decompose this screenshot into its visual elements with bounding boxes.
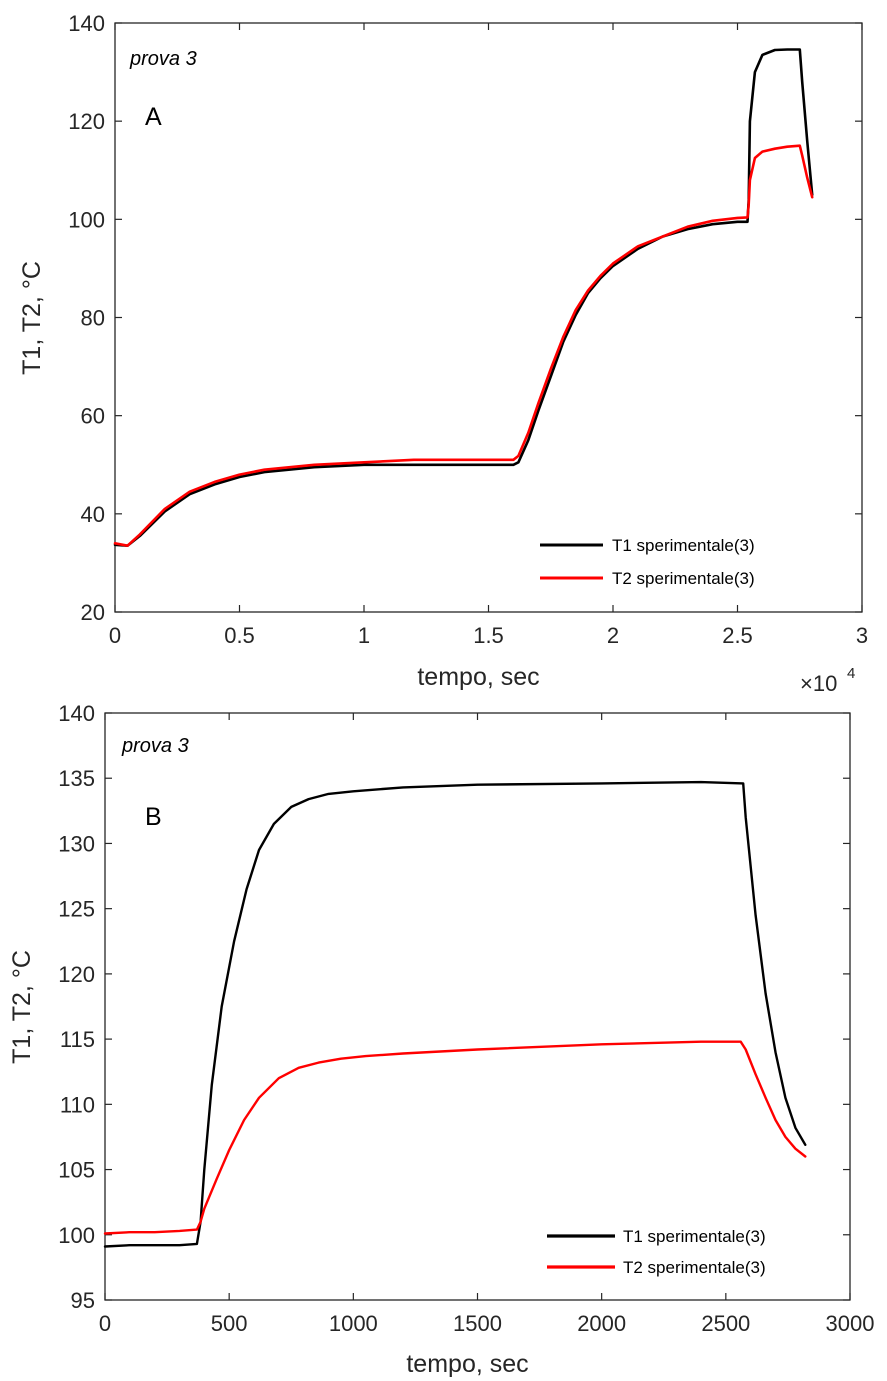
x-axis-label: tempo, sec <box>406 1350 528 1378</box>
y-tick-label: 40 <box>81 502 105 527</box>
x-tick-label: 3000 <box>826 1311 875 1336</box>
x-axis-label: tempo, sec <box>417 663 539 691</box>
x-tick-label: 1000 <box>329 1311 378 1336</box>
chart-panel-b: 0 500 1000 1500 2000 2500 3000 95 100 105 110 115 12… <box>8 701 874 1378</box>
x-tick-label: 1500 <box>453 1311 502 1336</box>
y-tick-label: 125 <box>58 897 95 922</box>
x-tick-label: 1 <box>358 623 370 648</box>
panel-label: A <box>145 103 162 131</box>
series-line-t1 <box>113 48 814 548</box>
series-line-t1 <box>103 780 807 1248</box>
x-tick-label: 0 <box>99 1311 111 1336</box>
y-tick-label: 100 <box>68 207 105 232</box>
plot-frame <box>104 712 851 1301</box>
x-exponent-label: ×10 <box>800 671 837 696</box>
x-tick-label: 3 <box>856 623 868 648</box>
legend-label-t1: T1 sperimentale(3) <box>612 536 755 555</box>
y-tick-label: 110 <box>60 1092 95 1117</box>
y-tick-label: 20 <box>81 600 105 625</box>
y-tick-label: 115 <box>60 1027 95 1052</box>
y-tick-label: 105 <box>58 1158 95 1183</box>
y-tick-label: 140 <box>58 701 95 726</box>
legend-label-t2: T2 sperimentale(3) <box>612 569 755 588</box>
x-tick-label: 2500 <box>701 1311 750 1336</box>
chart-panel-a: 0 0.5 1 1.5 2 2.5 3 20 40 60 80 100 120 140 tempo, sec… <box>18 11 868 696</box>
x-exponent-power: 4 <box>847 665 855 682</box>
legend-label-t1: T1 sperimentale(3) <box>623 1227 766 1246</box>
legend-label-t2: T2 sperimentale(3) <box>623 1258 766 1277</box>
x-tick-label: 0.5 <box>224 623 255 648</box>
annotation-text: prova 3 <box>129 48 197 70</box>
x-tick-label: 500 <box>211 1311 248 1336</box>
y-tick-label: 100 <box>58 1223 95 1248</box>
x-tick-label: 2000 <box>577 1311 626 1336</box>
y-axis-label: T1, T2, °C <box>8 950 36 1064</box>
y-tick-label: 120 <box>58 962 95 987</box>
y-tick-label: 140 <box>68 11 105 36</box>
y-tick-label: 60 <box>81 404 105 429</box>
series-line-t2 <box>103 1040 807 1235</box>
series-line-t2 <box>113 144 814 548</box>
panel-label: B <box>145 803 162 831</box>
y-tick-label: 120 <box>68 109 105 134</box>
x-tick-label: 2.5 <box>722 623 753 648</box>
x-tick-label: 1.5 <box>473 623 504 648</box>
x-tick-label: 0 <box>109 623 121 648</box>
y-axis-label: T1, T2, °C <box>18 261 46 375</box>
y-tick-label: 135 <box>58 766 95 791</box>
y-tick-label: 130 <box>58 831 95 856</box>
x-tick-label: 2 <box>607 623 619 648</box>
y-tick-label: 95 <box>71 1288 95 1313</box>
annotation-text: prova 3 <box>121 735 189 757</box>
y-tick-label: 80 <box>81 306 105 331</box>
